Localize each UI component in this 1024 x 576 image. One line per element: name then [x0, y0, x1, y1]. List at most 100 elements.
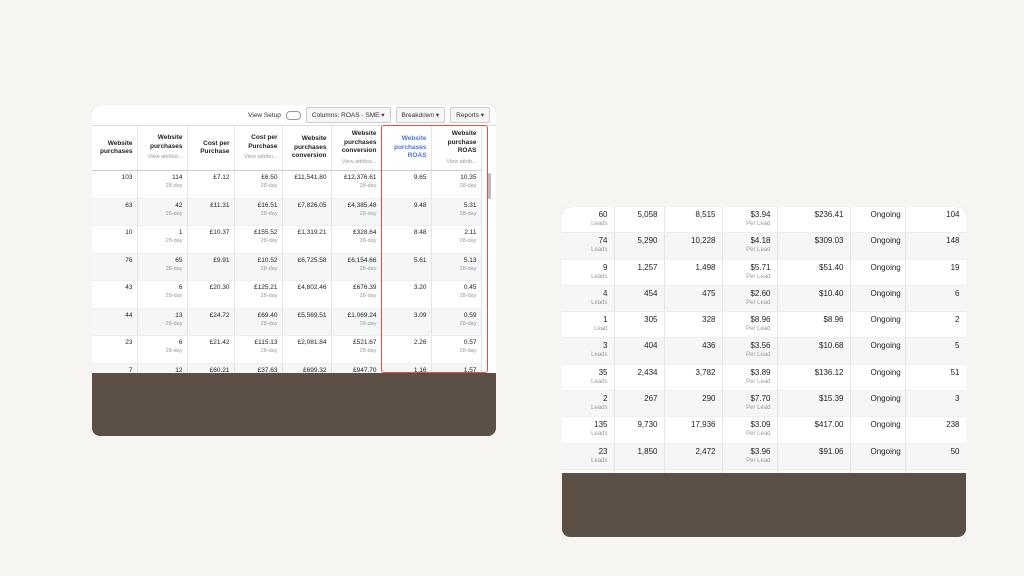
table-cell: $8.96 Per Lead: [722, 311, 778, 339]
table-cell-text: £521.67: [353, 339, 377, 346]
table-cell-text: 135: [594, 420, 608, 430]
table-cell-sub: 28-day: [459, 183, 477, 189]
table-cell: 60 Leads: [562, 207, 615, 234]
column-header-text: Website purchases: [149, 134, 183, 150]
table-row: 103 114 28-day £7.12 £6.50 28-day £11,541.80 £1…: [92, 170, 482, 199]
columns-label: Columns: ROAS - SME: [311, 112, 380, 119]
table-cell: £947.7028-day: [331, 363, 382, 374]
table-cell: —: [562, 469, 615, 473]
table-cell: £115.13 28-day: [234, 335, 283, 364]
table-cell-sub: Leads: [591, 431, 608, 438]
column-header: Website purchase ROAS View attrib...: [431, 126, 482, 171]
table-cell: £7.12: [187, 170, 235, 199]
table-cell: Ongoing: [850, 390, 906, 418]
toggle[interactable]: [285, 110, 301, 120]
table-cell: 9,730: [614, 416, 665, 444]
table-cell: 1.16: [381, 363, 432, 373]
columns-button[interactable]: Columns: ROAS - SME ▾: [305, 107, 391, 123]
table-cell: 305: [614, 311, 665, 339]
table-cell: 1 28-day: [137, 225, 188, 254]
table-cell: 104: [905, 207, 966, 234]
table-cell-text: £12,376.61: [343, 174, 377, 181]
table-row: 44 13 28-day £24.72 £69.40 28-day £5,569.51 £1,…: [92, 308, 482, 336]
table-cell-sub: Per Lead: [746, 405, 771, 412]
table-cell-text: £6,154.66: [347, 256, 377, 264]
table-cell-sub: 28-day: [459, 238, 477, 244]
table-cell: $3.89 Per Lead: [722, 364, 778, 392]
table-cell: £60.21: [187, 363, 235, 373]
table-cell: 5.13 28-day: [431, 253, 482, 281]
table-cell-text: 6: [178, 284, 183, 291]
table-cell: 404: [614, 337, 665, 365]
table-row: 10 1 28-day £10.37 £155.52 28-day £1,319.21 £32…: [92, 225, 482, 254]
table-cell-sub: 28-day: [359, 293, 377, 299]
column-header-sub: View attribut...: [341, 158, 377, 165]
table-cell: Ongoing: [850, 259, 906, 286]
reports-label: Reports: [456, 112, 479, 119]
table-cell: Ongoing: [850, 232, 906, 260]
view-setup[interactable]: View Setup: [248, 111, 281, 119]
table-cell-sub: Per Lead: [746, 247, 771, 254]
table-cell-text: £125.21: [254, 284, 278, 291]
table-cell-sub: 28-day: [359, 238, 377, 244]
breakdown-label: Breakdown: [401, 112, 435, 119]
table-cell: 76: [92, 253, 138, 281]
table-cell: $4.18 Per Lead: [722, 232, 778, 260]
table-cell-sub: Per Lead: [746, 378, 771, 385]
reports-button[interactable]: Reports ▾: [450, 107, 490, 123]
table-cell: £676.39 28-day: [331, 280, 382, 309]
table-cell-text: $5.71: [750, 262, 771, 272]
table-cell-sub: 28-day: [165, 320, 183, 327]
table-cell: 23: [92, 335, 138, 364]
table-cell: $10.40: [777, 285, 851, 313]
table-cell: Ongoing: [850, 443, 906, 470]
highlight-box: [381, 125, 488, 373]
left-card: View Setup Columns: ROAS - SME ▾ Breakdo…: [92, 105, 496, 436]
column-header-text: Cost per Purchase: [248, 134, 278, 150]
table-cell: 7: [92, 363, 138, 373]
table-cell-text: £10.52: [257, 256, 278, 264]
table-cell: $3.09 Per Lead: [722, 416, 778, 444]
table-row: 60 Leads 5,058 8,515 $3.94 Per Lead $236.41 Ong…: [562, 207, 966, 234]
table-cell: 5,290: [614, 232, 665, 260]
table-cell: £7,826.05: [282, 198, 332, 226]
column-header: Website purchases View attribut...: [137, 126, 188, 171]
table-cell: 19: [905, 259, 966, 286]
table-cell: Ongoing: [850, 416, 906, 444]
table-cell-sub: Per Lead: [746, 299, 771, 306]
breakdown-button[interactable]: Breakdown ▾: [395, 107, 446, 123]
table-cell: 44: [92, 308, 138, 336]
table-cell: 51: [905, 364, 966, 392]
table-cell: $136.12: [777, 364, 851, 392]
table-cell: 0.45 28-day: [431, 280, 482, 309]
table-cell-text: £4,385.48: [347, 201, 377, 209]
table-cell-sub: Per Lead: [746, 326, 771, 333]
table-cell: 475: [664, 285, 723, 313]
table-cell: 2.26: [381, 335, 432, 364]
table-cell-sub: 28-day: [165, 183, 183, 189]
table-cell: 3.09: [381, 308, 432, 336]
table-cell: £11,541.80: [282, 170, 332, 199]
table-cell: 3 Leads: [562, 337, 615, 365]
column-header-text: Website purchases conversion: [291, 135, 327, 160]
table-cell-text: 65: [175, 256, 183, 264]
table-cell: 6 28-day: [137, 335, 188, 364]
table-cell-sub: 28-day: [260, 183, 278, 189]
table-cell-sub: Leads: [591, 273, 608, 280]
table-cell-text: $8.96: [750, 315, 771, 325]
table-cell: $7.70 Per Lead: [722, 390, 778, 418]
table-cell: 267: [614, 390, 665, 418]
right-screenshot: 60 Leads 5,058 8,515 $3.94 Per Lead $236.41 Ong…: [562, 207, 966, 473]
table-cell-text: £947.70: [353, 366, 377, 374]
table-cell: 148: [905, 232, 966, 260]
table-cell: 5.31 28-day: [431, 198, 482, 226]
table-cell: £1,319.21: [282, 225, 332, 254]
table-cell: £11.31: [187, 198, 235, 226]
table-row: 3 Leads 404 436 $3.56 Per Lead $10.68 Ongoing 5: [562, 337, 966, 365]
table-cell-sub: 28-day: [260, 348, 278, 354]
column-header-sub: View attrib...: [446, 158, 477, 165]
table-cell: $51.40: [777, 259, 851, 286]
table-cell-sub: Leads: [591, 221, 608, 227]
table-cell-text: 0.45: [463, 284, 477, 291]
table-cell-sub: Per Lead: [746, 221, 771, 227]
